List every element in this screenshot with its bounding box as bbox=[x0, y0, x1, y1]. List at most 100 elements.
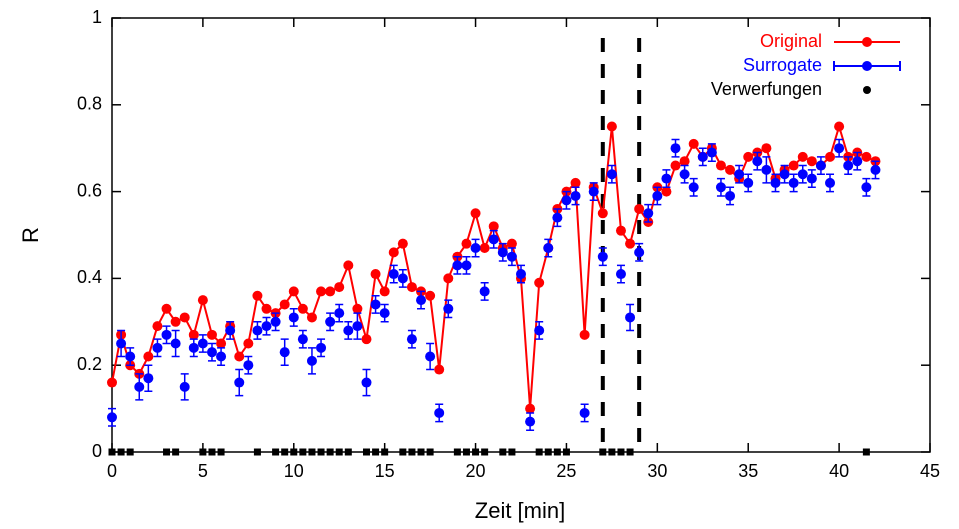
data-point bbox=[508, 448, 516, 456]
data-point bbox=[252, 290, 263, 301]
data-point bbox=[599, 448, 607, 456]
data-point bbox=[126, 448, 134, 456]
data-point bbox=[279, 347, 290, 358]
data-point bbox=[425, 290, 436, 301]
data-point bbox=[443, 273, 454, 284]
data-point bbox=[553, 448, 561, 456]
data-point bbox=[107, 412, 117, 423]
y-tick-label: 0 bbox=[92, 441, 102, 461]
data-point bbox=[216, 338, 227, 349]
data-point bbox=[861, 151, 872, 162]
data-point bbox=[608, 448, 616, 456]
data-point bbox=[388, 247, 399, 258]
data-point bbox=[334, 308, 345, 319]
data-point bbox=[434, 364, 445, 375]
data-point bbox=[253, 448, 261, 456]
x-tick-label: 30 bbox=[647, 461, 667, 481]
data-point bbox=[570, 190, 581, 201]
data-point bbox=[761, 164, 772, 175]
data-point bbox=[534, 277, 545, 288]
y-tick-label: 0.4 bbox=[77, 267, 102, 287]
data-point bbox=[188, 342, 199, 353]
data-point bbox=[843, 160, 854, 171]
data-point bbox=[706, 147, 717, 158]
data-point bbox=[426, 448, 434, 456]
data-point bbox=[108, 448, 116, 456]
data-point bbox=[652, 190, 663, 201]
data-point bbox=[697, 151, 708, 162]
data-point bbox=[788, 160, 799, 171]
data-point bbox=[488, 234, 499, 245]
data-point bbox=[399, 448, 407, 456]
data-point bbox=[715, 182, 726, 193]
data-point bbox=[381, 448, 389, 456]
data-point bbox=[470, 243, 481, 254]
data-point bbox=[688, 138, 699, 149]
data-point bbox=[317, 448, 325, 456]
data-point bbox=[397, 273, 408, 284]
data-point bbox=[172, 448, 180, 456]
data-point bbox=[406, 282, 417, 293]
data-point bbox=[197, 338, 208, 349]
data-point bbox=[626, 448, 634, 456]
data-point bbox=[306, 355, 317, 366]
data-point bbox=[661, 186, 672, 197]
x-tick-label: 10 bbox=[284, 461, 304, 481]
data-point bbox=[452, 260, 463, 271]
data-point bbox=[606, 169, 617, 180]
x-tick-label: 35 bbox=[738, 461, 758, 481]
legend-label: Original bbox=[760, 31, 822, 51]
data-point bbox=[352, 303, 363, 314]
data-point bbox=[199, 448, 207, 456]
legend-label: Verwerfungen bbox=[711, 79, 822, 99]
data-point bbox=[417, 448, 425, 456]
data-point bbox=[163, 448, 171, 456]
data-point bbox=[316, 342, 327, 353]
data-point bbox=[334, 282, 345, 293]
data-point bbox=[734, 169, 745, 180]
data-point bbox=[270, 316, 281, 327]
data-point bbox=[299, 448, 307, 456]
data-point bbox=[370, 299, 381, 310]
data-point bbox=[416, 295, 427, 306]
data-point bbox=[372, 448, 380, 456]
data-point bbox=[606, 121, 617, 132]
data-point bbox=[362, 448, 370, 456]
data-point bbox=[170, 338, 181, 349]
data-point bbox=[225, 325, 236, 336]
data-point bbox=[352, 321, 363, 332]
data-point bbox=[217, 448, 225, 456]
data-point bbox=[670, 143, 681, 154]
data-point bbox=[325, 316, 336, 327]
y-tick-label: 1 bbox=[92, 7, 102, 27]
data-point bbox=[152, 342, 163, 353]
data-point bbox=[461, 260, 472, 271]
data-point bbox=[161, 303, 172, 314]
data-point bbox=[806, 156, 817, 167]
data-point bbox=[479, 286, 490, 297]
data-point bbox=[397, 238, 408, 249]
data-point bbox=[116, 338, 127, 349]
data-point bbox=[625, 312, 636, 323]
data-point bbox=[634, 203, 645, 214]
data-point bbox=[361, 377, 372, 388]
data-point bbox=[179, 312, 190, 323]
data-point bbox=[525, 403, 536, 414]
data-point bbox=[161, 329, 172, 340]
data-point bbox=[834, 143, 845, 154]
data-point bbox=[815, 160, 826, 171]
data-line bbox=[111, 123, 876, 409]
data-point bbox=[743, 177, 754, 188]
data-point bbox=[306, 312, 317, 323]
data-point bbox=[499, 448, 507, 456]
data-point bbox=[770, 177, 781, 188]
data-point bbox=[588, 186, 599, 197]
data-point bbox=[134, 381, 145, 392]
data-point bbox=[308, 448, 316, 456]
data-point bbox=[597, 208, 608, 219]
data-point bbox=[206, 347, 217, 358]
data-point bbox=[379, 308, 390, 319]
y-tick-label: 0.2 bbox=[77, 354, 102, 374]
data-point bbox=[543, 243, 554, 254]
